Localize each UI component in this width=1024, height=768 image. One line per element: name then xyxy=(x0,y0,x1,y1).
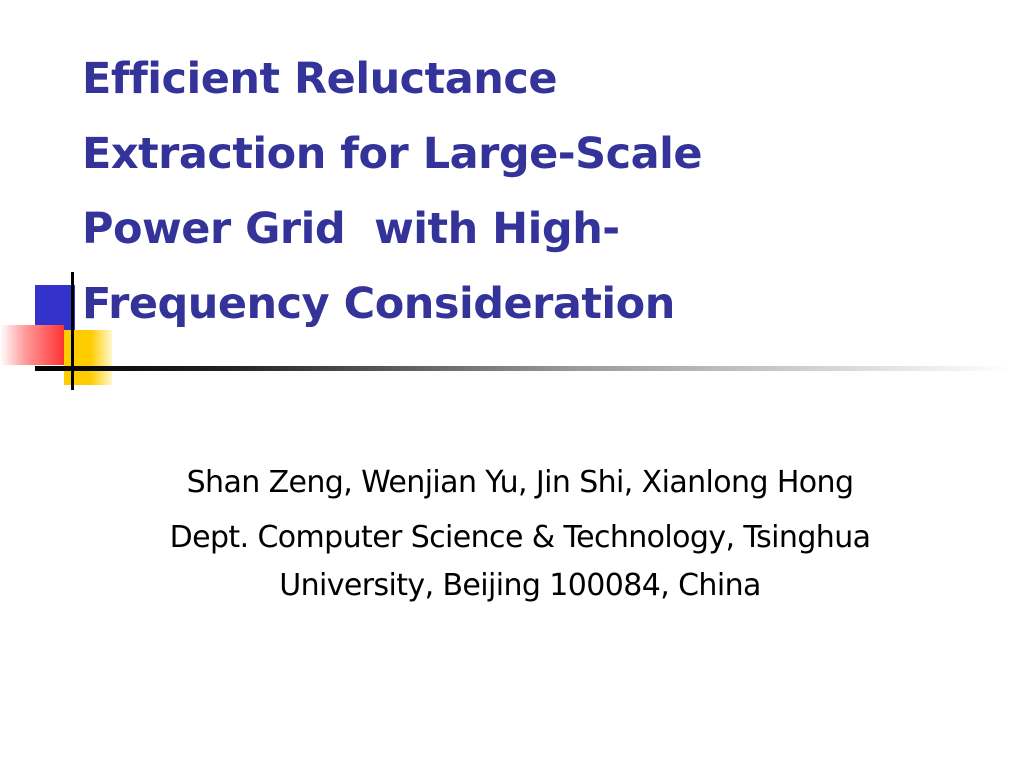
blue-square xyxy=(35,285,75,330)
vertical-rule xyxy=(71,272,74,390)
title-line: Extraction for Large-Scale xyxy=(82,129,703,179)
title-line: Frequency Consideration xyxy=(82,279,675,329)
horizontal-rule xyxy=(35,366,1010,371)
title-line: Efficient Reluctance xyxy=(82,54,558,104)
authors: Shan Zeng, Wenjian Yu, Jin Shi, Xianlong… xyxy=(186,465,854,500)
affiliation-line: Dept. Computer Science & Technology, Tsi… xyxy=(169,520,871,555)
title: Efficient Reluctance Extraction for Large… xyxy=(82,42,703,342)
title-line: Power Grid with High- xyxy=(82,204,620,254)
red-bar xyxy=(0,325,64,365)
affiliation-line: University, Beijing 100084, China xyxy=(279,568,761,603)
